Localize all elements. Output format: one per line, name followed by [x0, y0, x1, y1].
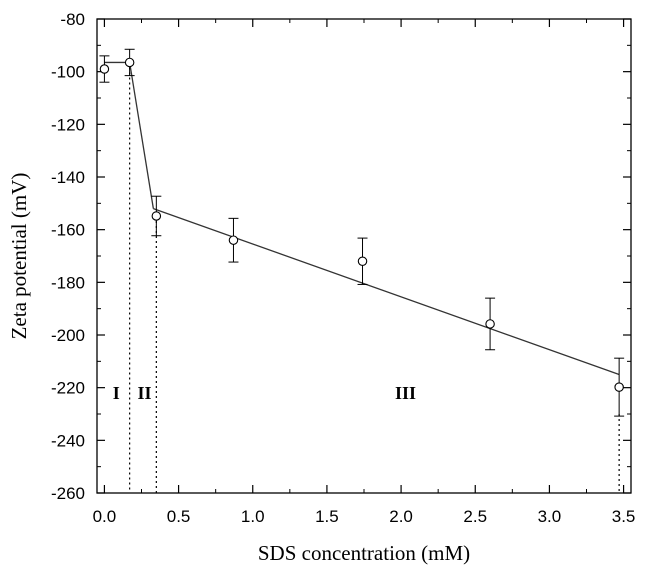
y-axis-title: Zeta potential (mV) [7, 173, 31, 340]
x-tick-label: 1.5 [315, 507, 339, 526]
plot-frame [96, 18, 632, 494]
region-labels: I II III [113, 383, 416, 403]
x-tick-label: 0.0 [93, 507, 117, 526]
x-tick-label: 2.5 [463, 507, 487, 526]
x-tick-label: 2.0 [389, 507, 413, 526]
y-tick-label: -180 [51, 273, 85, 292]
x-tick-label: 1.0 [241, 507, 265, 526]
x-tick-label: 3.0 [538, 507, 562, 526]
x-axis-title: SDS concentration (mM) [258, 541, 470, 565]
data-point [151, 211, 162, 221]
region-label: I [113, 383, 120, 403]
y-tick-label: -240 [51, 431, 85, 450]
axis-ticks [97, 18, 631, 494]
x-tick-label: 3.5 [612, 507, 636, 526]
data-point [357, 256, 368, 267]
fit-line [128, 62, 155, 209]
y-tick-label: -120 [51, 115, 85, 134]
data-points [99, 57, 624, 392]
data-point [614, 382, 624, 392]
y-tick-label: -160 [51, 221, 85, 240]
data-point [485, 319, 495, 329]
region-label: II [137, 383, 151, 403]
y-tick-label: -260 [51, 484, 85, 503]
y-tick-label: -80 [60, 10, 85, 29]
data-point [99, 64, 110, 74]
region-label: III [395, 383, 416, 403]
region-dividers [129, 62, 620, 493]
x-tick-label: 0.5 [167, 507, 191, 526]
error-bars [99, 48, 625, 417]
data-point [124, 57, 135, 68]
y-tick-label: -200 [51, 326, 85, 345]
fit-lines [104, 61, 620, 376]
y-tick-label: -100 [51, 63, 85, 82]
fit-line [153, 207, 620, 376]
y-tick-label: -140 [51, 168, 85, 187]
data-point [228, 235, 239, 245]
tick-labels: 0.0 0.5 1.0 1.5 2.0 2.5 3.0 3.5 -80 -100 -120 -140 -… [51, 10, 635, 526]
y-tick-label: -220 [51, 379, 85, 398]
